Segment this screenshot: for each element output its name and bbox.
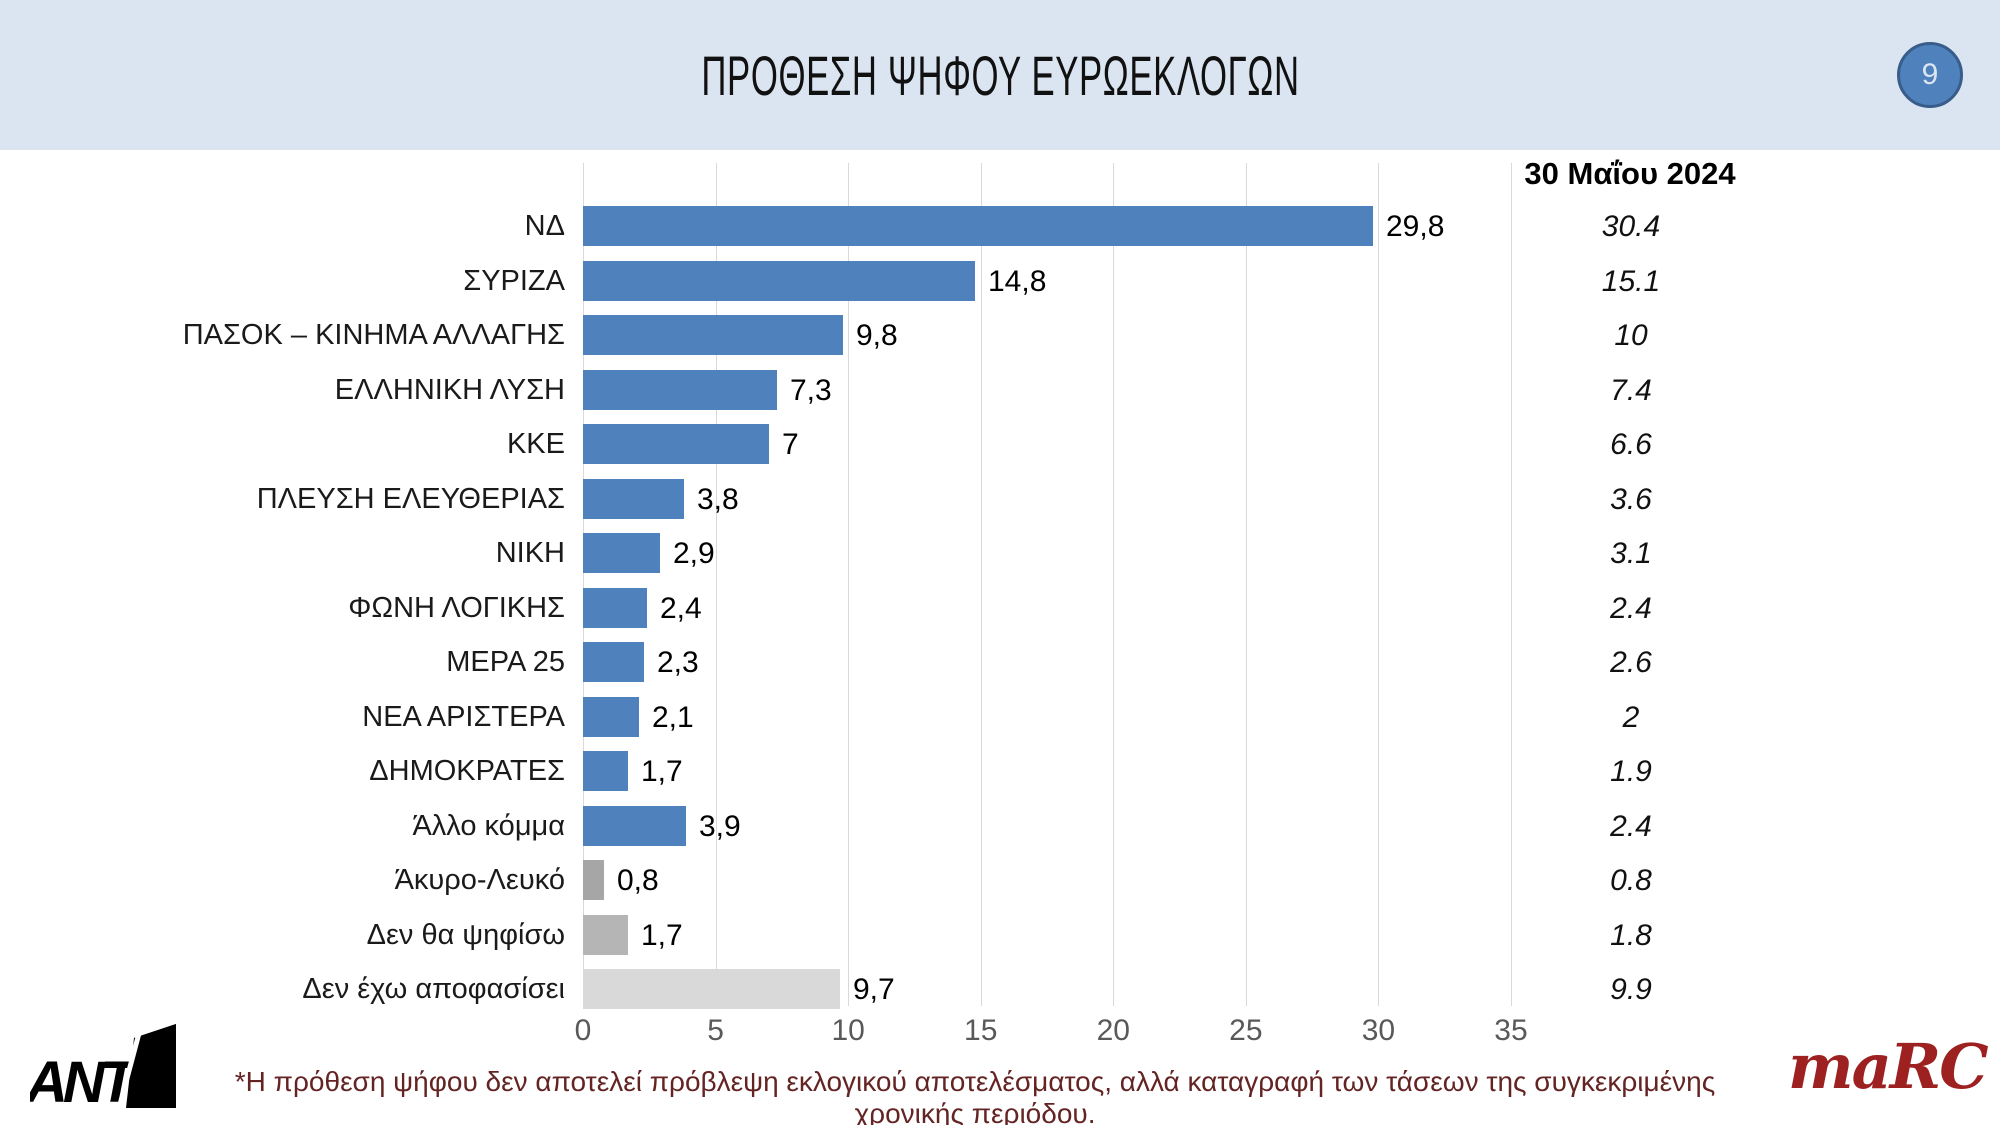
- gridline: [1245, 163, 1247, 1006]
- bar: [583, 478, 684, 519]
- bar-value-label: 0,8: [617, 864, 659, 897]
- bar-value-label: 9,8: [856, 319, 898, 352]
- bar: [583, 533, 660, 573]
- x-axis-tick-label: 35: [1494, 1014, 1528, 1047]
- party-label: ΝΔ: [524, 210, 565, 242]
- comparison-value: 3.1: [1610, 537, 1652, 570]
- comparison-value: 30.4: [1601, 210, 1661, 243]
- bar: [583, 969, 840, 1009]
- comparison-value: 2.6: [1610, 646, 1652, 679]
- gridline: [1378, 163, 1380, 1006]
- gridline: [980, 163, 982, 1006]
- bar-value-label: 7: [782, 428, 799, 461]
- page-number-badge: 9: [1897, 42, 1963, 108]
- bar: [583, 696, 639, 737]
- bar-value-label: 2,4: [660, 591, 702, 625]
- party-label: Άκυρο-Λευκό: [394, 864, 565, 896]
- bar: [583, 805, 686, 846]
- x-axis-tick-label: 25: [1229, 1014, 1263, 1047]
- comparison-value: 15.1: [1601, 264, 1661, 298]
- party-label: Δεν έχω αποφασίσει: [302, 973, 565, 1005]
- marc-logo: maRC: [1788, 1030, 1989, 1103]
- bar-value-label: 2,3: [657, 646, 699, 679]
- bar: [583, 587, 647, 628]
- bar-value-label: 3,8: [697, 482, 739, 516]
- bar-value-label: 14,8: [988, 264, 1047, 298]
- gridline: [1510, 163, 1512, 1006]
- party-label: Άλλο κόμμα: [412, 809, 565, 842]
- bar: [583, 642, 644, 682]
- x-axis-tick-label: 10: [831, 1014, 865, 1047]
- bar-value-label: 3,9: [699, 809, 741, 843]
- page-title-wrap: ΠΡΟΘΕΣΗ ΨΗΦΟΥ ΕΥΡΩΕΚΛΟΓΩΝ: [0, 0, 2000, 150]
- comparison-value: 7.4: [1610, 373, 1652, 407]
- page-number: 9: [1921, 58, 1939, 91]
- comparison-value: 1.8: [1610, 918, 1652, 952]
- bar: [583, 260, 975, 301]
- footnote: *Η πρόθεση ψήφου δεν αποτελεί πρόβλεψη ε…: [234, 1066, 1716, 1125]
- comparison-value: 2.4: [1610, 591, 1652, 625]
- gridline: [1113, 163, 1115, 1006]
- bar: [583, 860, 604, 900]
- x-axis-tick-label: 20: [1096, 1014, 1130, 1047]
- bar: [583, 914, 628, 955]
- gridline: [848, 163, 850, 1006]
- bar: [583, 206, 1373, 246]
- party-label: ΔΗΜΟΚΡΑΤΕΣ: [369, 755, 565, 787]
- party-label: ΠΛΕΥΣΗ ΕΛΕΥΘΕΡΙΑΣ: [256, 482, 565, 515]
- comparison-value: 9.9: [1610, 973, 1652, 1006]
- x-axis-tick-label: 30: [1361, 1014, 1396, 1047]
- bar-value-label: 7,3: [790, 373, 832, 407]
- comparison-value: 10: [1614, 319, 1648, 352]
- bar: [583, 424, 769, 464]
- comparison-value: 2: [1622, 700, 1640, 734]
- comparison-column-header: 30 Μαΐου 2024: [1524, 156, 1736, 191]
- comparison-value: 1.9: [1610, 755, 1652, 788]
- x-axis-tick-label: 0: [574, 1014, 592, 1047]
- bar-value-label: 1,7: [641, 755, 683, 788]
- bar: [583, 369, 777, 410]
- header-band: [0, 0, 2000, 150]
- gridline: [715, 163, 717, 1006]
- bar-value-label: 1,7: [641, 918, 683, 952]
- party-label: ΕΛΛΗΝΙΚΗ ΛΥΣΗ: [334, 373, 565, 406]
- gridline: [583, 163, 584, 1006]
- x-axis-tick-label: 5: [707, 1014, 724, 1047]
- party-label: ΝΕΑ ΑΡΙΣΤΕΡΑ: [362, 700, 565, 733]
- x-axis-tick-label: 15: [964, 1014, 998, 1047]
- bar: [583, 751, 628, 791]
- bar-value-label: 29,8: [1386, 210, 1445, 243]
- comparison-value: 6.6: [1610, 428, 1652, 461]
- bar-value-label: 2,1: [652, 700, 694, 734]
- svg-text:ANT: ANT: [30, 1050, 140, 1112]
- bar: [583, 315, 843, 355]
- party-label: ΜΕΡΑ 25: [446, 646, 565, 678]
- party-label: Δεν θα ψηφίσω: [366, 918, 565, 951]
- comparison-value: 3.6: [1610, 482, 1652, 516]
- bar-value-label: 2,9: [673, 537, 715, 570]
- comparison-value: 2.4: [1610, 809, 1652, 843]
- party-label: ΠΑΣΟΚ – ΚΙΝΗΜΑ ΑΛΛΑΓΗΣ: [182, 319, 565, 351]
- ant1-logo: ANT: [24, 1020, 190, 1117]
- party-label: ΝΙΚΗ: [495, 537, 565, 569]
- party-label: ΚΚΕ: [506, 428, 565, 460]
- party-label: ΦΩΝΗ ΛΟΓΙΚΗΣ: [348, 591, 565, 624]
- comparison-value: 0.8: [1610, 864, 1652, 897]
- bar-value-label: 9,7: [853, 973, 895, 1006]
- page-title: ΠΡΟΘΕΣΗ ΨΗΦΟΥ ΕΥΡΩΕΚΛΟΓΩΝ: [700, 43, 1300, 107]
- party-label: ΣΥΡΙΖΑ: [463, 264, 565, 297]
